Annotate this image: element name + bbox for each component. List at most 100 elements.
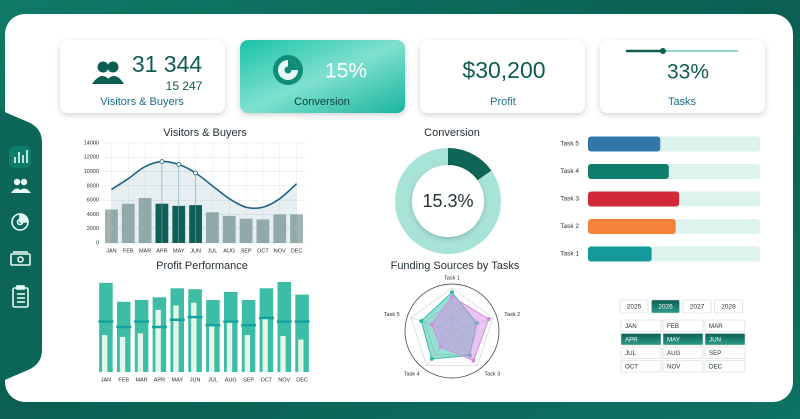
x-tick-label: DEC: [291, 248, 303, 254]
kpi-value: 31 344: [132, 51, 203, 77]
kpi-label: Visitors & Buyers: [100, 96, 184, 108]
bar: [588, 164, 669, 179]
bar: [290, 214, 303, 243]
x-tick-label: AUG: [225, 377, 237, 383]
inner-bar: [155, 309, 161, 372]
bar: [256, 219, 270, 243]
bar: [239, 218, 253, 243]
year-button[interactable]: [714, 299, 743, 314]
nav-conversion[interactable]: [11, 213, 29, 231]
progress-knob: [659, 48, 666, 54]
inner-bar: [244, 335, 251, 372]
nav-tasks[interactable]: [12, 285, 29, 308]
kpi-sub-value: 15 247: [166, 79, 203, 93]
x-tick-label: MAR: [139, 248, 151, 254]
nav-profit[interactable]: [10, 251, 31, 266]
kpi-visitors: 31 344 15 247 Visitors & Buyers: [60, 40, 225, 113]
axis-label: Task 1: [444, 275, 460, 281]
kpi-conversion: 15% Conversion: [240, 40, 405, 113]
x-tick-label: FEB: [118, 377, 129, 383]
bar: [206, 212, 219, 243]
month-label: NOV: [667, 363, 681, 370]
month-button[interactable]: [620, 346, 662, 359]
kpi-profit: $30,200 Profit: [420, 40, 585, 113]
x-tick-label: JAN: [106, 248, 116, 254]
category-label: Task 2: [560, 223, 579, 230]
category-label: Task 3: [560, 196, 579, 203]
radar-point: [419, 319, 424, 324]
month-button[interactable]: [662, 333, 704, 346]
inner-bar: [226, 320, 233, 372]
month-label: OCT: [625, 363, 638, 370]
inner-bar: [298, 339, 304, 372]
month-button[interactable]: [662, 360, 704, 373]
kpi-tasks: 33% Tasks: [600, 40, 765, 113]
sidebar: [0, 110, 42, 382]
category-label: Task 4: [560, 168, 579, 175]
month-label: APR: [625, 336, 638, 343]
month-button[interactable]: [704, 346, 746, 359]
chart-title: Visitors & Buyers: [163, 127, 247, 139]
kpi-card: [600, 40, 765, 113]
x-tick-label: OCT: [257, 248, 269, 254]
x-tick-label: FEB: [123, 248, 134, 254]
month-button[interactable]: [704, 333, 746, 346]
month-button[interactable]: [704, 319, 746, 332]
year-button[interactable]: [619, 299, 649, 314]
inner-bar: [280, 336, 286, 372]
month-label: MAR: [709, 323, 723, 330]
inner-bar: [173, 305, 179, 372]
line-marker: [193, 170, 198, 176]
bar: [222, 215, 236, 243]
y-tick-label: 2000: [87, 226, 99, 232]
y-tick-label: 4000: [87, 212, 99, 218]
line: [110, 160, 298, 210]
pie-icon: [288, 60, 298, 70]
radar-frame: [404, 283, 500, 379]
line-marker: [176, 162, 182, 167]
month-label: JUL: [625, 350, 637, 357]
users-icon: [92, 61, 124, 84]
month-button[interactable]: [704, 360, 746, 373]
bar: [273, 214, 287, 243]
month-label: FEB: [667, 323, 679, 330]
y-tick-label: 14000: [84, 140, 99, 146]
donut-segment: [395, 148, 501, 255]
radar-point: [429, 356, 434, 361]
radar-point: [450, 294, 454, 299]
inner-bar: [119, 336, 126, 372]
grid-ring: [410, 287, 494, 367]
pie-icon: [284, 66, 292, 74]
month-button[interactable]: [662, 346, 704, 359]
nav-analytics[interactable]: [9, 146, 31, 168]
y-tick-label: 10000: [84, 169, 99, 175]
donut-segment: [448, 148, 492, 181]
x-tick-label: JUL: [208, 248, 218, 254]
axis-label: Task 5: [384, 312, 400, 318]
radar-point: [486, 317, 491, 322]
sidebar-icons: [9, 146, 31, 308]
radar-point: [429, 322, 434, 327]
month-button[interactable]: [620, 333, 662, 346]
x-tick-label: SEP: [243, 377, 254, 383]
y-tick-label: 8000: [87, 183, 99, 189]
year-button[interactable]: [682, 299, 712, 314]
x-tick-label: JUL: [208, 377, 218, 383]
month-button[interactable]: [620, 319, 662, 332]
y-tick-label: 6000: [87, 198, 99, 204]
month-button[interactable]: [620, 360, 662, 373]
year-button[interactable]: [651, 299, 680, 314]
nav-users[interactable]: [11, 178, 31, 193]
month-button[interactable]: [662, 319, 704, 332]
x-tick-label: APR: [156, 248, 167, 254]
month-label: DEC: [709, 363, 723, 370]
radar-point: [471, 358, 476, 363]
x-tick-label: MAR: [135, 377, 147, 383]
bar: [138, 198, 152, 243]
kpi-label: Profit: [490, 96, 516, 108]
y-tick-label: 0: [96, 240, 99, 246]
center-label: 15.3%: [422, 191, 473, 211]
radar-point: [450, 290, 454, 295]
month-label: AUG: [667, 350, 681, 357]
